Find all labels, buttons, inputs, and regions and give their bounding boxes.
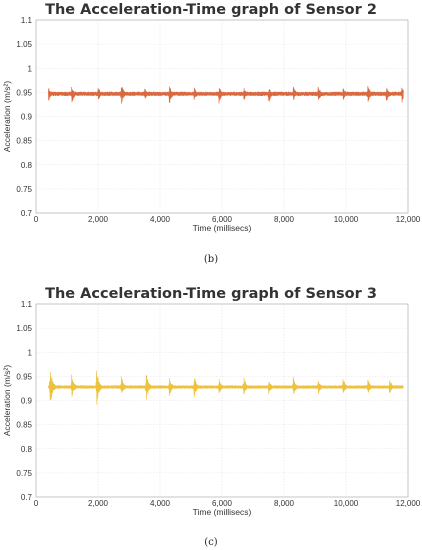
y-tick-label: 1.05 bbox=[16, 324, 32, 333]
y-tick-label: 0.8 bbox=[21, 445, 33, 454]
y-tick-label: 1.1 bbox=[21, 300, 33, 309]
y-tick-label: 0.85 bbox=[16, 421, 32, 430]
x-axis-label: Time (millisecs) bbox=[193, 507, 252, 517]
series-line bbox=[48, 85, 404, 104]
x-tick-label: 10,000 bbox=[334, 499, 359, 508]
chart-title-sensor-2: The Acceleration-Time graph of Sensor 2 bbox=[45, 2, 377, 18]
y-axis-label: Acceleration (m/s²) bbox=[2, 81, 12, 152]
x-tick-label: 0 bbox=[34, 499, 39, 508]
chart-sensor-2: 0 2,000 4,000 6,000 8,000 10,000 12,000 0.7 0.75… bbox=[2, 16, 421, 233]
y-tick-label: 1 bbox=[28, 64, 33, 73]
y-axis-label: Acceleration (m/s²) bbox=[2, 365, 12, 436]
y-tick-label: 0.85 bbox=[16, 137, 32, 146]
y-tick-label: 0.95 bbox=[16, 88, 32, 97]
x-tick-label: 6,000 bbox=[212, 499, 233, 508]
panel-label-c: (c) bbox=[204, 537, 218, 548]
panel-label-b: (b) bbox=[203, 254, 219, 265]
x-tick-label: 2,000 bbox=[88, 499, 109, 508]
y-tick-label: 0.7 bbox=[21, 493, 33, 502]
y-tick-label: 0.75 bbox=[16, 185, 32, 194]
x-tick-label: 12,000 bbox=[396, 499, 421, 508]
y-tick-label: 1.05 bbox=[16, 40, 32, 49]
x-tick-label: 6,000 bbox=[212, 215, 233, 224]
y-tick-label: 0.7 bbox=[21, 209, 33, 218]
x-tick-label: 0 bbox=[34, 215, 39, 224]
x-tick-label: 4,000 bbox=[150, 499, 171, 508]
x-tick-label: 8,000 bbox=[274, 215, 295, 224]
x-tick-label: 4,000 bbox=[150, 215, 171, 224]
chart-title-sensor-3: The Acceleration-Time graph of Sensor 3 bbox=[45, 286, 377, 302]
x-tick-label: 10,000 bbox=[334, 215, 359, 224]
x-tick-label: 2,000 bbox=[88, 215, 109, 224]
y-tick-label: 0.8 bbox=[21, 161, 33, 170]
y-tick-label: 0.9 bbox=[21, 113, 33, 122]
x-axis-label: Time (millisecs) bbox=[193, 223, 252, 233]
series-line bbox=[48, 370, 404, 405]
y-tick-label: 1 bbox=[28, 348, 33, 357]
y-tick-label: 0.75 bbox=[16, 469, 32, 478]
y-tick-label: 0.95 bbox=[16, 372, 32, 381]
y-tick-label: 1.1 bbox=[21, 16, 33, 25]
chart-sensor-3: 0 2,000 4,000 6,000 8,000 10,000 12,000 0.7 0.75… bbox=[2, 300, 421, 517]
y-tick-label: 0.9 bbox=[21, 397, 33, 406]
x-tick-label: 8,000 bbox=[274, 499, 295, 508]
x-tick-label: 12,000 bbox=[396, 215, 421, 224]
